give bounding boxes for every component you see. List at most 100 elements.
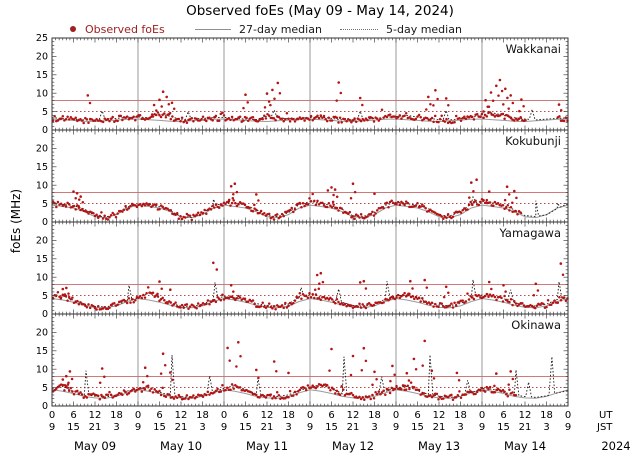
x-tick-ut: 6 [414,410,420,421]
x-tick-jst: 3 [285,422,291,433]
x-tick-jst: 15 [325,422,338,433]
x-tick-jst: 15 [153,422,166,433]
x-tick-ut: 12 [347,410,360,421]
y-tick-label: 10 [36,180,48,191]
day-label: May 13 [418,439,460,453]
x-tick-ut: 18 [110,410,123,421]
panel-wakkanai: 0 5 10 15 20 25 Wakkanai [36,33,569,136]
legend-item-observed: Observed foEs [70,21,165,37]
x-tick-jst: 3 [457,422,463,433]
chart-title: Observed foEs (May 09 - May 14, 2024) [186,3,454,19]
observed-dots [51,339,518,401]
median5-line [51,195,569,218]
y-tick-label: 25 [36,33,48,44]
x-tick-jst: 9 [49,422,55,433]
y-tick-label: 5 [42,383,48,394]
legend-item-27day-median: 27-day median [195,21,322,37]
chart-legend: Observed foEs 27-day median 5-day median [0,21,640,37]
x-tick-jst: 3 [199,422,205,433]
x-tick-jst: 15 [497,422,510,433]
x-tick-jst: 9 [221,422,227,433]
observed-dots [51,261,569,311]
x-tick-jst: 3 [371,422,377,433]
y-tick-label: 0 [42,217,48,228]
x-tick-ut: 6 [156,410,162,421]
x-tick-jst: 21 [89,422,102,433]
x-tick-jst: 9 [565,422,571,433]
x-tick-ut: 18 [454,410,467,421]
legend-27day-label: 27-day median [239,22,322,36]
station-label-wakkanai: Wakkanai [506,42,561,56]
x-tick-ut: 18 [196,410,209,421]
x-tick-jst: 9 [479,422,485,433]
x-tick-jst: 9 [135,422,141,433]
x-tick-ut: 18 [368,410,381,421]
x-tick-jst: 21 [347,422,360,433]
station-label-kokubunji: Kokubunji [505,134,561,148]
x-tick-ut: 6 [500,410,506,421]
x-tick-jst: 9 [307,422,313,433]
y-tick-label: 15 [36,70,48,81]
x-tick-jst: 15 [411,422,424,433]
legend-item-5day-median: 5-day median [340,21,462,37]
day-label: May 09 [74,439,116,453]
y-tick-label: 20 [36,52,48,63]
jst-axis-label: JST [596,422,613,433]
y-tick-label: 10 [36,272,48,283]
y-tick-label: 15 [36,346,48,357]
day-label: May 12 [332,439,374,453]
x-tick-ut: 12 [89,410,102,421]
observed-dots [51,178,522,222]
y-tick-label: 20 [36,144,48,155]
y-tick-label: 20 [36,328,48,339]
red-dot-marker-icon [70,26,76,32]
panel-kokubunji: 0 5 10 15 20 Kokubunji [36,129,569,228]
x-tick-jst: 21 [261,422,274,433]
x-tick-ut: 0 [479,410,485,421]
x-tick-jst: 9 [393,422,399,433]
panel-yamagawa: 0 5 10 15 20 Yamagawa [36,221,569,320]
y-tick-label: 0 [42,401,48,412]
y-tick-label: 10 [36,88,48,99]
y-tick-label: 5 [42,291,48,302]
y-tick-label: 5 [42,199,48,210]
x-tick-jst: 21 [433,422,446,433]
ut-axis-label: UT [599,410,613,421]
x-tick-ut: 12 [261,410,274,421]
x-tick-ut: 6 [328,410,334,421]
y-tick-label: 0 [42,309,48,320]
x-tick-ut: 0 [221,410,227,421]
y-tick-label: 15 [36,254,48,265]
dotted-line-marker-icon [340,28,378,30]
legend-observed-label: Observed foEs [85,22,165,36]
solid-line-marker-icon [195,28,231,30]
x-tick-jst: 15 [239,422,252,433]
station-label-okinawa: Okinawa [511,318,561,332]
y-tick-label: 20 [36,236,48,247]
x-tick-ut: 6 [70,410,76,421]
year-label: 2024 [601,439,630,453]
y-tick-label: 10 [36,364,48,375]
legend-5day-label: 5-day median [386,22,462,36]
x-tick-jst: 21 [175,422,188,433]
x-tick-ut: 0 [307,410,313,421]
x-tick-jst: 3 [113,422,119,433]
x-tick-ut: 12 [433,410,446,421]
x-axis-labels: 0961512211830961512211830961512211830961… [49,410,631,453]
x-tick-jst: 15 [67,422,80,433]
y-tick-label: 0 [42,125,48,136]
y-tick-label: 15 [36,162,48,173]
x-tick-ut: 0 [135,410,141,421]
panel-okinawa: 0 5 10 15 20 Okinawa [36,313,569,412]
day-label: May 11 [246,439,288,453]
x-tick-ut: 12 [175,410,188,421]
observed-dots [51,78,569,125]
x-tick-ut: 0 [393,410,399,421]
x-tick-ut: 0 [565,410,571,421]
x-tick-jst: 21 [519,422,532,433]
x-tick-jst: 3 [543,422,549,433]
x-tick-ut: 18 [540,410,553,421]
day-label: May 14 [504,439,546,453]
